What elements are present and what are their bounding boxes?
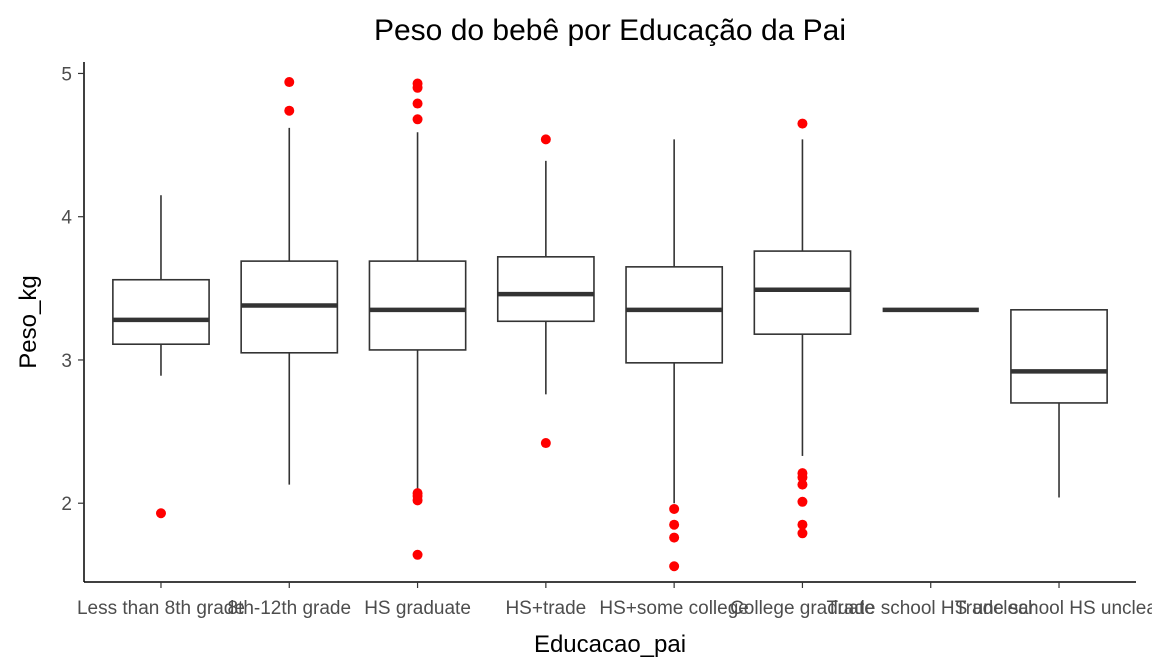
y-tick-label: 4 [61,208,72,229]
x-tick-label: HS+trade [505,598,586,619]
outlier-point [797,118,808,129]
outlier-point [797,519,808,530]
outlier-point [540,438,551,449]
y-tick-label: 2 [61,494,72,515]
x-tick-label: Less than 8th grade [77,598,245,619]
outlier-point [669,532,680,543]
outlier-point [412,549,423,560]
outlier-point [669,561,680,572]
box [625,266,724,364]
outlier-point [669,503,680,514]
y-tick-label: 3 [61,351,72,372]
outlier-point [412,78,423,89]
box [496,256,595,323]
outlier-point [412,98,423,109]
outlier-point [797,528,808,539]
outlier-point [797,479,808,490]
x-tick-label: HS+some college [599,598,748,619]
y-tick-label: 5 [61,64,72,85]
x-tick-label: Trade school HS unclear [955,598,1152,619]
outlier-point [284,77,295,88]
box [368,260,467,351]
x-tick-label: 8th-12th grade [227,598,351,619]
chart-title: Peso do bebê por Educação da Pai [374,14,846,47]
box [1010,309,1108,404]
x-axis-title: Educacao_pai [534,631,686,658]
outlier-point [540,134,551,145]
outlier-point [155,508,166,519]
outlier-point [669,519,680,530]
box [753,250,852,335]
x-tick-label: Trade school HS unclear [827,598,1036,619]
outlier-point [412,488,423,499]
x-tick-label: College graduate [730,598,875,619]
y-axis-title: Peso_kg [15,275,42,368]
x-tick-label: HS graduate [364,598,471,619]
outlier-point [284,105,295,116]
outlier-point [797,496,808,507]
outlier-point [412,114,423,125]
outlier-point [797,468,808,479]
box [112,278,210,346]
